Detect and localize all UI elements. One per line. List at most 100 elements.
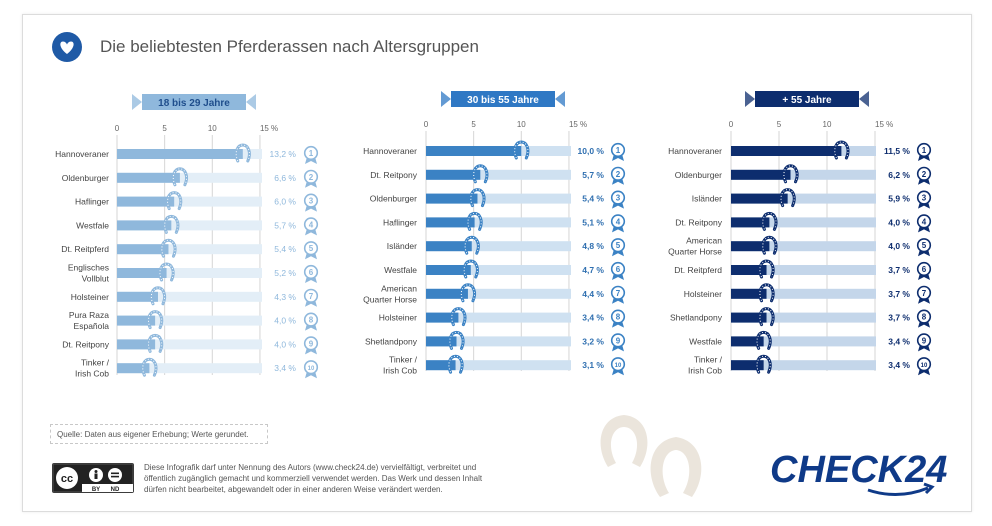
bar-row: Dt. Reitpony 4,0 % 4	[675, 211, 932, 233]
bar	[731, 288, 767, 299]
rank-medal	[916, 190, 932, 205]
category-label: Irish Cob	[75, 369, 109, 379]
value-label: 3,4 %	[582, 313, 604, 323]
check24-logo: CHECK24	[770, 449, 947, 496]
horseshoe-marker	[147, 333, 164, 353]
horseshoe-marker	[462, 259, 479, 279]
bar-row: Tinker /Irish Cob 3,1 % 10	[383, 354, 626, 376]
category-label: Englisches	[68, 263, 109, 273]
bar	[117, 196, 175, 207]
bar	[117, 244, 169, 255]
rank-number: 7	[922, 289, 927, 298]
category-label: Hannoveraner	[55, 149, 109, 159]
bar-track	[117, 196, 262, 207]
category-label: Quarter Horse	[363, 294, 417, 304]
bar-row: Dt. Reitpony 5,7 % 2	[370, 164, 626, 185]
bar	[731, 312, 767, 323]
horseshoe-marker	[171, 167, 189, 187]
category-label: Pura Raza	[69, 310, 109, 320]
page-title: Die beliebtesten Pferderassen nach Alter…	[100, 37, 479, 56]
axis-tick-label: 5	[162, 124, 167, 133]
rank-medal	[916, 238, 932, 253]
bar	[731, 360, 764, 371]
rank-medal	[303, 312, 319, 327]
horseshoe-marker	[761, 235, 778, 255]
rank-medal	[303, 241, 319, 256]
bar-row: Hannoveraner 13,2 % 1	[55, 143, 319, 164]
axis-tick-label: 5	[777, 120, 782, 129]
category-label: Haflinger	[383, 217, 417, 227]
rank-number: 7	[616, 289, 621, 298]
bar-row: Shetlandpony 3,7 % 8	[670, 307, 932, 328]
rank-number: 10	[921, 363, 928, 369]
age-group-banner	[142, 94, 246, 110]
rank-medal	[303, 336, 319, 351]
category-label: Shetlandpony	[670, 313, 723, 323]
value-label: 4,0 %	[274, 339, 296, 349]
bar-track	[426, 288, 571, 299]
bar-track	[117, 363, 262, 374]
rank-number: 4	[922, 217, 927, 226]
bar	[731, 241, 770, 252]
value-label: 3,4 %	[274, 363, 296, 373]
horseshoes-icon	[600, 415, 702, 497]
rank-number: 9	[309, 339, 314, 348]
bar-track	[117, 268, 262, 278]
bar-track	[731, 241, 876, 252]
bar-row: Oldenburger 6,6 % 2	[62, 167, 319, 188]
bar-row: Westfale 5,7 % 4	[76, 214, 319, 236]
bar-track	[426, 360, 571, 371]
bar-track	[731, 360, 876, 371]
bar	[117, 315, 156, 326]
bar	[731, 193, 788, 204]
horseshoe-marker	[459, 283, 477, 303]
category-label: Holsteiner	[379, 313, 417, 323]
category-label: Dt. Reitpony	[62, 339, 110, 349]
category-label: Tinker /	[81, 358, 110, 368]
bar-row: Shetlandpony 3,2 % 9	[365, 330, 626, 352]
horseshoe-marker	[234, 143, 251, 163]
category-label: Oldenburger	[675, 170, 722, 180]
axis-tick-label: 10	[208, 124, 217, 133]
value-label: 3,4 %	[888, 360, 910, 370]
age-group-title: + 55 Jahre	[782, 95, 832, 106]
horseshoe-marker	[463, 235, 480, 255]
axis-tick-label: 5	[471, 120, 476, 129]
axis-tick-label: 15 %	[875, 120, 893, 129]
bar-track	[426, 241, 571, 252]
category-label: American	[381, 283, 417, 293]
category-label: Irish Cob	[688, 366, 722, 376]
value-label: 13,2 %	[270, 149, 297, 159]
value-label: 6,6 %	[274, 173, 296, 183]
banner-ribbon-right	[246, 94, 256, 110]
rank-medal	[610, 166, 626, 181]
bar-row: Dt. Reitpferd 3,7 % 6	[674, 259, 932, 280]
cc-by-label: BY	[92, 487, 100, 493]
rank-number: 3	[616, 194, 621, 203]
rank-number: 5	[922, 241, 927, 250]
value-label: 4,0 %	[274, 316, 296, 326]
bar-row: Hannoveraner 10,0 % 1	[363, 140, 626, 161]
age-group-title: 18 bis 29 Jahre	[158, 98, 230, 109]
value-label: 4,7 %	[582, 265, 604, 275]
rank-medal	[916, 142, 932, 158]
category-label: Isländer	[692, 194, 722, 204]
category-label: Dt. Reitpony	[675, 217, 723, 227]
value-label: 3,7 %	[888, 265, 910, 275]
value-label: 11,5 %	[884, 146, 910, 156]
rank-number: 6	[309, 268, 314, 277]
cc-license-icon: cc BY ND	[52, 463, 134, 493]
bar	[426, 193, 478, 204]
bar-track	[426, 312, 571, 323]
license-text: Diese Infografik darf unter Nennung des …	[144, 463, 483, 494]
bar-row: Westfale 3,4 % 9	[689, 330, 932, 352]
bar-row: Hannoveraner 11,5 % 1	[668, 140, 932, 161]
horseshoe-marker	[141, 357, 158, 377]
horseshoe-marker	[163, 214, 180, 234]
rank-medal	[916, 214, 932, 229]
bar-row: Holsteiner 4,3 % 7	[71, 286, 319, 307]
value-label: 5,2 %	[274, 268, 296, 278]
bar-track	[731, 217, 876, 228]
